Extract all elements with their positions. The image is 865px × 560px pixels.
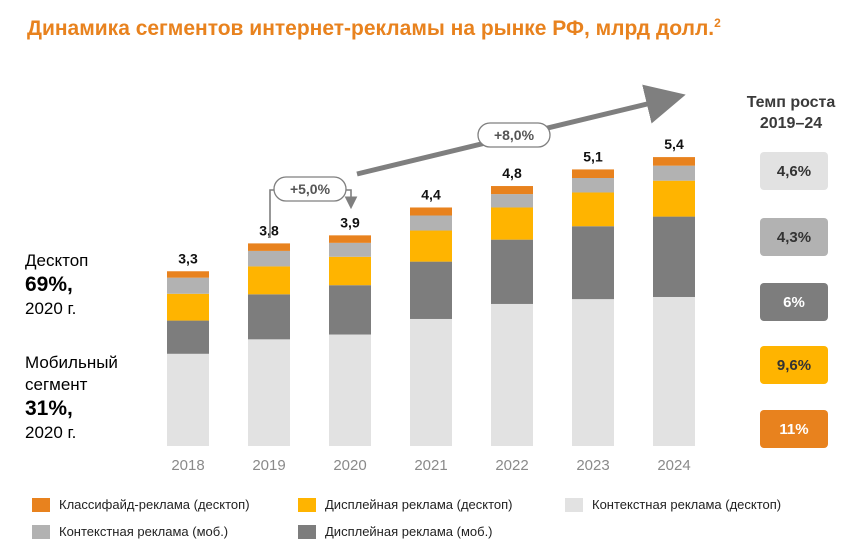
bar-segment	[572, 169, 614, 178]
bar-segment	[248, 294, 290, 340]
legend-item-display-mobile: Дисплейная реклама (моб.)	[298, 524, 493, 539]
desktop-pct: 69%,	[25, 273, 73, 296]
bar-segment	[329, 235, 371, 243]
bar-segment	[410, 215, 452, 231]
desktop-label: Десктоп	[25, 251, 89, 270]
bar-segment	[653, 165, 695, 181]
bar-total-label: 4,8	[502, 165, 522, 181]
bar-segment	[491, 303, 533, 446]
bar-total-label: 3,8	[259, 222, 279, 238]
bar-segment	[167, 271, 209, 278]
cagr-short-pill	[273, 176, 347, 202]
x-tick-label: 2020	[333, 457, 366, 474]
bar-segment	[572, 226, 614, 300]
desktop-share-note: Десктоп 69%, 2020 г.	[25, 250, 88, 320]
legend-swatch	[32, 524, 50, 539]
bar-segment	[167, 320, 209, 354]
bar-segment	[248, 339, 290, 446]
bar-total-label: 5,4	[664, 136, 684, 152]
bar-segment	[329, 334, 371, 446]
x-tick-label: 2024	[657, 457, 690, 474]
bar-segment	[653, 216, 695, 297]
bar-total-label: 3,9	[340, 214, 360, 230]
cagr-short-label: +5,0%	[290, 181, 331, 197]
legend-item-classified-desktop: Классифайд-реклама (десктоп)	[32, 497, 250, 512]
legend-item-context-mobile: Контекстная реклама (моб.)	[32, 524, 228, 539]
bar-segment	[167, 353, 209, 446]
bar-segment	[572, 192, 614, 227]
stacked-bar-chart: 3,3 2018 3,8 2019 3,9 2020 4,4 2021 4,8 2022 5,1 20…	[167, 84, 695, 474]
legend-swatch	[32, 497, 50, 512]
bar-segment	[653, 180, 695, 217]
mobile-label-2: сегмент	[25, 375, 88, 394]
growth-rate-badge: 6%	[760, 283, 828, 321]
bar-segment	[248, 243, 290, 251]
cagr-long-label: +8,0%	[494, 127, 535, 143]
growth-rate-badge: 4,3%	[760, 218, 828, 256]
bar-segment	[248, 250, 290, 267]
legend-item-context-desktop: Контекстная реклама (десктоп)	[565, 497, 781, 512]
bar-segment	[329, 285, 371, 335]
bar-total-label: 4,4	[421, 186, 441, 202]
bar-segment	[167, 293, 209, 321]
bar-total-label: 3,3	[178, 250, 198, 266]
bar-segment	[491, 239, 533, 304]
bar-segment	[329, 242, 371, 257]
bar-segment	[572, 178, 614, 193]
bar-segment	[410, 230, 452, 262]
mobile-pct: 31%,	[25, 397, 73, 420]
bar-segment	[410, 261, 452, 319]
growth-rate-badge: 9,6%	[760, 346, 828, 384]
bar-segment	[653, 157, 695, 166]
chart-title: Динамика сегментов интернет-рекламы на р…	[27, 16, 721, 40]
bar-segment	[410, 207, 452, 216]
bar-segment	[248, 266, 290, 295]
bar-segment	[410, 318, 452, 446]
bar-segment	[491, 194, 533, 208]
cagr-annotations: +5,0% +8,0%	[269, 84, 686, 238]
cagr-long-pill	[477, 122, 551, 148]
x-tick-label: 2022	[495, 457, 528, 474]
legend-swatch	[298, 497, 316, 512]
mobile-year: 2020 г.	[25, 423, 77, 442]
bar-segment	[491, 186, 533, 195]
legend-item-display-desktop: Дисплейная реклама (десктоп)	[298, 497, 513, 512]
x-tick-label: 2021	[414, 457, 447, 474]
legend-swatch	[298, 524, 316, 539]
bar-segment	[167, 277, 209, 294]
bar-segment	[653, 296, 695, 446]
growth-header: Темп роста 2019–24	[746, 94, 836, 132]
mobile-label-1: Мобильный	[25, 353, 118, 372]
growth-rate-badge: 4,6%	[760, 152, 828, 190]
bar-segment	[572, 299, 614, 446]
bar-segment	[329, 256, 371, 286]
bar-segment	[491, 207, 533, 240]
growth-rate-badge: 11%	[760, 410, 828, 448]
legend-swatch	[565, 497, 583, 512]
mobile-share-note: Мобильный сегмент 31%, 2020 г.	[25, 352, 118, 444]
desktop-year: 2020 г.	[25, 299, 77, 318]
x-tick-label: 2018	[171, 457, 204, 474]
bar-total-label: 5,1	[583, 148, 603, 164]
x-tick-label: 2023	[576, 457, 609, 474]
x-tick-label: 2019	[252, 457, 285, 474]
